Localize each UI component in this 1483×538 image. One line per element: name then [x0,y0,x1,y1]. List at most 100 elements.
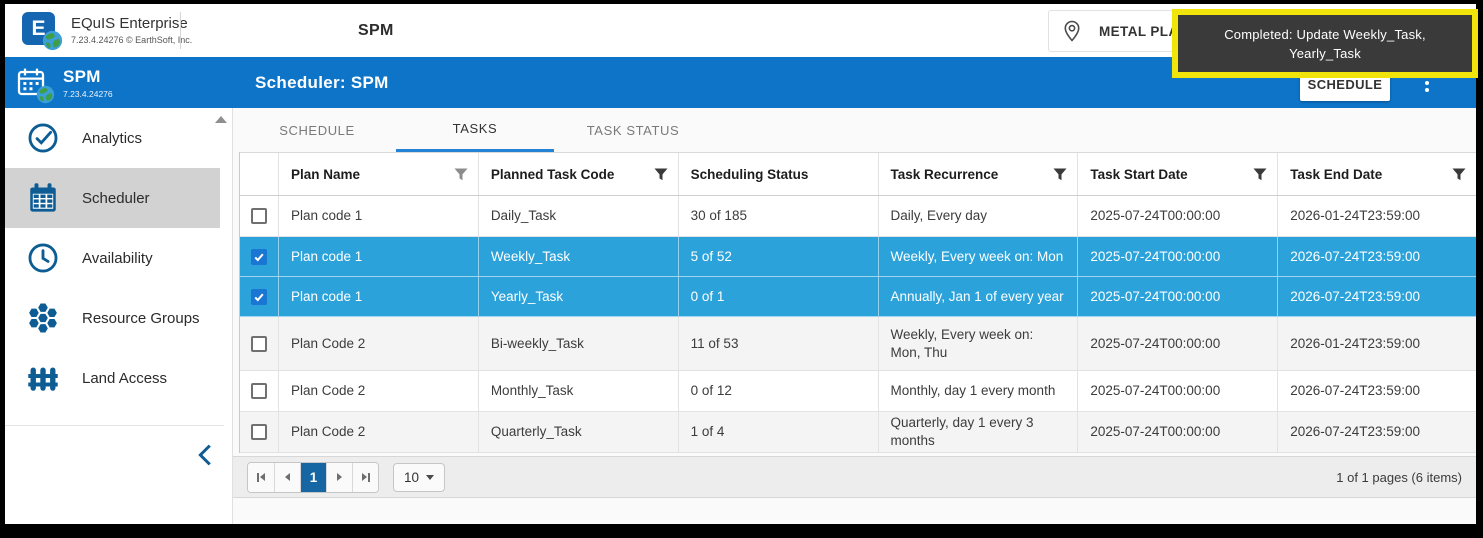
cell-planned-task-code: Quarterly_Task [477,412,678,452]
equis-logo-icon: E [22,12,63,51]
cell-task-end-date: 2026-07-24T23:59:00 [1277,371,1476,411]
cell-task-start-date: 2025-07-24T00:00:00 [1077,237,1277,276]
checkbox-column-header [240,153,278,195]
row-checkbox[interactable] [250,383,267,399]
tab-schedule[interactable]: SCHEDULE [279,122,355,138]
location-pin-icon [1064,20,1080,42]
filter-icon[interactable] [654,168,668,181]
app-version: 7.23.4.24276 © EarthSoft, Inc. [71,35,193,45]
cell-planned-task-code: Yearly_Task [477,277,678,316]
cell-planned-task-code: Daily_Task [477,196,678,236]
column-header-task-recurrence[interactable]: Task Recurrence [877,153,1078,195]
tab-tasks[interactable]: TASKS [396,108,554,152]
sidebar-app-header[interactable]: SPM 7.23.4.24276 [15,57,113,108]
sidebar: Analytics Scheduler Availability Resourc… [5,108,233,524]
check-circle-icon [28,123,58,153]
table-row-selected[interactable]: Plan code 1 Yearly_Task 0 of 1 Annually,… [240,277,1476,317]
hexagon-cluster-icon [29,303,57,333]
toast-line-1: Completed: Update Weekly_Task, [1224,26,1426,42]
tasks-table: Plan Name Planned Task Code Scheduling S… [239,152,1476,453]
page-number-button[interactable]: 1 [300,462,326,492]
cell-scheduling-status: 0 of 12 [677,371,878,411]
pager-buttons: 1 [247,461,379,493]
previous-page-button[interactable] [274,462,300,492]
page-title: Scheduler: SPM [255,72,389,92]
table-row[interactable]: Plan code 1 Daily_Task 30 of 185 Daily, … [240,196,1476,237]
row-checkbox[interactable] [250,208,267,224]
column-header-scheduling-status[interactable]: Scheduling Status [677,153,878,195]
calendar-icon [30,183,56,212]
clock-icon [28,243,58,273]
sidebar-item-scheduler[interactable]: Scheduler [5,168,220,228]
main-content: SCHEDULE TASKS TASK STATUS Plan Name Pla… [233,108,1476,524]
globe-icon [42,30,63,51]
row-checkbox[interactable] [250,248,267,265]
cell-planned-task-code: Monthly_Task [477,371,678,411]
sidebar-item-analytics[interactable]: Analytics [5,108,232,168]
filter-icon[interactable] [1053,168,1067,181]
cell-plan-name: Plan Code 2 [277,412,478,452]
cell-task-start-date: 2025-07-24T00:00:00 [1077,277,1277,316]
column-header-plan-name[interactable]: Plan Name [277,153,478,195]
toast-line-2: Yearly_Task [1289,45,1361,61]
tab-task-status[interactable]: TASK STATUS [586,122,680,138]
brand-block[interactable]: E EQuIS Enterprise 7.23.4.24276 © EarthS… [22,12,192,51]
chevron-down-icon [426,474,435,480]
pagination-bar: 1 10 1 of 1 pages (6 items) [233,456,1476,498]
cell-scheduling-status: 1 of 4 [677,412,878,452]
filter-icon[interactable] [1452,168,1466,181]
pager-summary: 1 of 1 pages (6 items) [1336,469,1462,485]
first-page-button[interactable] [248,462,274,492]
table-row-selected[interactable]: Plan code 1 Weekly_Task 5 of 52 Weekly, … [240,237,1476,277]
sidebar-item-land-access[interactable]: Land Access [5,348,232,408]
cell-plan-name: Plan code 1 [277,237,478,276]
row-checkbox[interactable] [250,424,267,440]
cell-task-end-date: 2026-07-24T23:59:00 [1277,412,1476,452]
row-checkbox[interactable] [250,288,267,305]
facility-button-label: METAL PLAT [1099,23,1187,39]
cell-task-end-date: 2026-01-24T23:59:00 [1277,196,1476,236]
sidebar-scroll-up-arrow[interactable] [215,116,227,123]
column-header-task-end-date[interactable]: Task End Date [1277,153,1476,195]
row-checkbox[interactable] [250,335,267,352]
completion-toast: Completed: Update Weekly_Task, Yearly_Ta… [1178,15,1472,72]
cell-task-recurrence: Daily, Every day [877,196,1078,236]
cell-planned-task-code: Bi-weekly_Task [477,317,678,370]
sidebar-app-version: 7.23.4.24276 [63,88,113,99]
column-header-planned-task-code[interactable]: Planned Task Code [477,153,678,195]
globe-icon [36,85,55,103]
fence-icon [28,367,58,391]
filter-icon[interactable] [454,168,468,181]
cell-task-end-date: 2026-07-24T23:59:00 [1277,237,1476,276]
sidebar-app-name: SPM [63,66,101,86]
completion-toast-highlight: Completed: Update Weekly_Task, Yearly_Ta… [1172,9,1478,78]
sidebar-item-label: Availability [82,249,153,267]
table-row[interactable]: Plan Code 2 Bi-weekly_Task 11 of 53 Week… [240,317,1476,371]
page-size-dropdown[interactable]: 10 [393,462,445,492]
next-page-button[interactable] [326,462,352,492]
table-row[interactable]: Plan Code 2 Quarterly_Task 1 of 4 Quarte… [240,412,1476,453]
column-header-task-start-date[interactable]: Task Start Date [1077,153,1277,195]
cell-task-start-date: 2025-07-24T00:00:00 [1077,412,1277,452]
sidebar-divider [5,425,224,426]
sidebar-item-resource-groups[interactable]: Resource Groups [5,288,232,348]
sidebar-item-availability[interactable]: Availability [5,228,232,288]
filter-icon[interactable] [1253,168,1267,181]
sidebar-item-label: Land Access [82,369,168,387]
cell-task-start-date: 2025-07-24T00:00:00 [1077,317,1277,370]
brand-text: EQuIS Enterprise 7.23.4.24276 © EarthSof… [71,15,192,45]
table-header-row: Plan Name Planned Task Code Scheduling S… [240,152,1476,196]
cell-task-recurrence: Monthly, day 1 every month [877,371,1078,411]
equis-app-window: E EQuIS Enterprise 7.23.4.24276 © EarthS… [5,4,1476,524]
table-row[interactable]: Plan Code 2 Monthly_Task 0 of 12 Monthly… [240,371,1476,412]
chevron-left-icon [198,444,211,466]
cell-plan-name: Plan Code 2 [277,317,478,370]
last-page-button[interactable] [352,462,378,492]
cell-task-recurrence: Weekly, Every week on: Mon [877,237,1078,276]
cell-task-recurrence: Annually, Jan 1 of every year [877,277,1078,316]
sidebar-item-label: Resource Groups [82,309,200,327]
cell-plan-name: Plan Code 2 [277,371,478,411]
sidebar-collapse-button[interactable] [191,440,221,470]
cell-scheduling-status: 11 of 53 [677,317,878,370]
